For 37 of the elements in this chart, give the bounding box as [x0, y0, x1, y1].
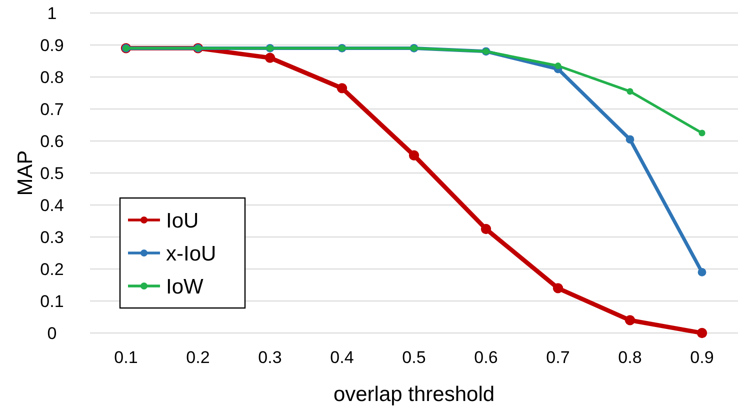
point: [626, 88, 634, 95]
y-axis-title: MAP: [14, 150, 37, 196]
point: [408, 150, 420, 160]
y-tick-label: 0.2: [40, 260, 64, 279]
x-tick-label: 0.3: [258, 348, 282, 367]
point: [626, 135, 634, 144]
legend-label: x-IoU: [166, 242, 216, 266]
x-tick-label: 0.5: [402, 348, 426, 367]
x-axis-title: overlap threshold: [333, 383, 495, 406]
legend-label: IoW: [166, 275, 204, 298]
point: [264, 52, 276, 63]
y-tick-label: 0.8: [40, 68, 64, 87]
x-tick-label: 0.2: [186, 348, 210, 367]
point: [336, 83, 348, 94]
y-tick-label: 0.6: [40, 132, 64, 151]
point: [552, 283, 564, 294]
legend-label: IoU: [166, 209, 199, 232]
point: [554, 62, 562, 70]
y-tick-label: 0: [47, 324, 57, 343]
x-tick-label: 0.9: [690, 348, 714, 367]
y-tick-label: 1: [47, 4, 57, 23]
y-tick-label: 0.5: [40, 164, 64, 183]
point: [624, 315, 636, 326]
y-tick-label: 0.7: [40, 100, 64, 119]
point: [698, 268, 706, 276]
point: [480, 224, 492, 234]
point: [698, 130, 706, 136]
y-tick-label: 0.9: [40, 36, 64, 55]
x-tick-label: 0.6: [474, 348, 498, 367]
x-tick-label: 0.4: [330, 348, 354, 367]
point: [696, 328, 708, 338]
y-tick-label: 0.4: [40, 196, 64, 215]
x-tick-label: 0.1: [114, 348, 138, 367]
y-tick-label: 0.1: [40, 292, 64, 311]
x-tick-label: 0.8: [618, 348, 642, 367]
x-tick-label: 0.7: [546, 348, 570, 367]
y-tick-label: 0.3: [40, 228, 64, 247]
